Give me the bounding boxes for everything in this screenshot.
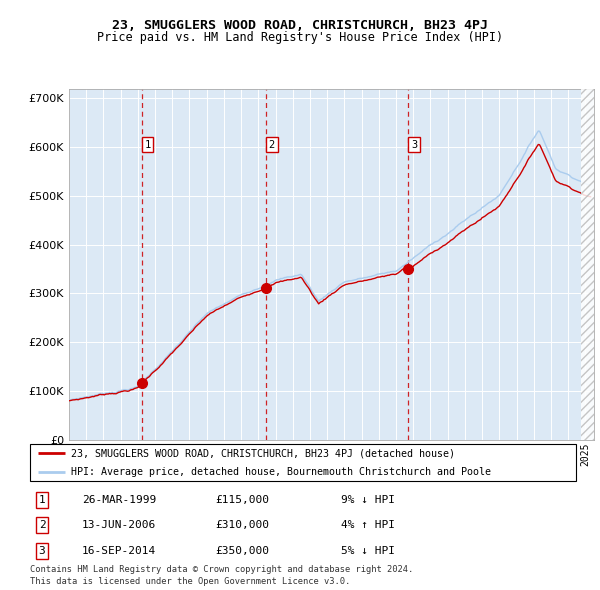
Text: £350,000: £350,000 [215, 546, 269, 556]
Text: 9% ↓ HPI: 9% ↓ HPI [341, 495, 395, 504]
Text: 26-MAR-1999: 26-MAR-1999 [82, 495, 156, 504]
Text: 13-JUN-2006: 13-JUN-2006 [82, 520, 156, 530]
Text: 1: 1 [145, 140, 151, 150]
Text: 2: 2 [269, 140, 275, 150]
Text: 1: 1 [38, 495, 46, 504]
Text: 23, SMUGGLERS WOOD ROAD, CHRISTCHURCH, BH23 4PJ (detached house): 23, SMUGGLERS WOOD ROAD, CHRISTCHURCH, B… [71, 448, 455, 458]
Text: Price paid vs. HM Land Registry's House Price Index (HPI): Price paid vs. HM Land Registry's House … [97, 31, 503, 44]
Text: 16-SEP-2014: 16-SEP-2014 [82, 546, 156, 556]
Text: 4% ↑ HPI: 4% ↑ HPI [341, 520, 395, 530]
Text: This data is licensed under the Open Government Licence v3.0.: This data is licensed under the Open Gov… [30, 577, 350, 586]
Text: HPI: Average price, detached house, Bournemouth Christchurch and Poole: HPI: Average price, detached house, Bour… [71, 467, 491, 477]
FancyBboxPatch shape [30, 444, 576, 481]
Text: Contains HM Land Registry data © Crown copyright and database right 2024.: Contains HM Land Registry data © Crown c… [30, 565, 413, 574]
Polygon shape [581, 88, 594, 440]
Text: £115,000: £115,000 [215, 495, 269, 504]
Text: 3: 3 [38, 546, 46, 556]
Text: 3: 3 [411, 140, 417, 150]
Text: 5% ↓ HPI: 5% ↓ HPI [341, 546, 395, 556]
Text: 23, SMUGGLERS WOOD ROAD, CHRISTCHURCH, BH23 4PJ: 23, SMUGGLERS WOOD ROAD, CHRISTCHURCH, B… [112, 19, 488, 32]
Text: 2: 2 [38, 520, 46, 530]
Text: £310,000: £310,000 [215, 520, 269, 530]
